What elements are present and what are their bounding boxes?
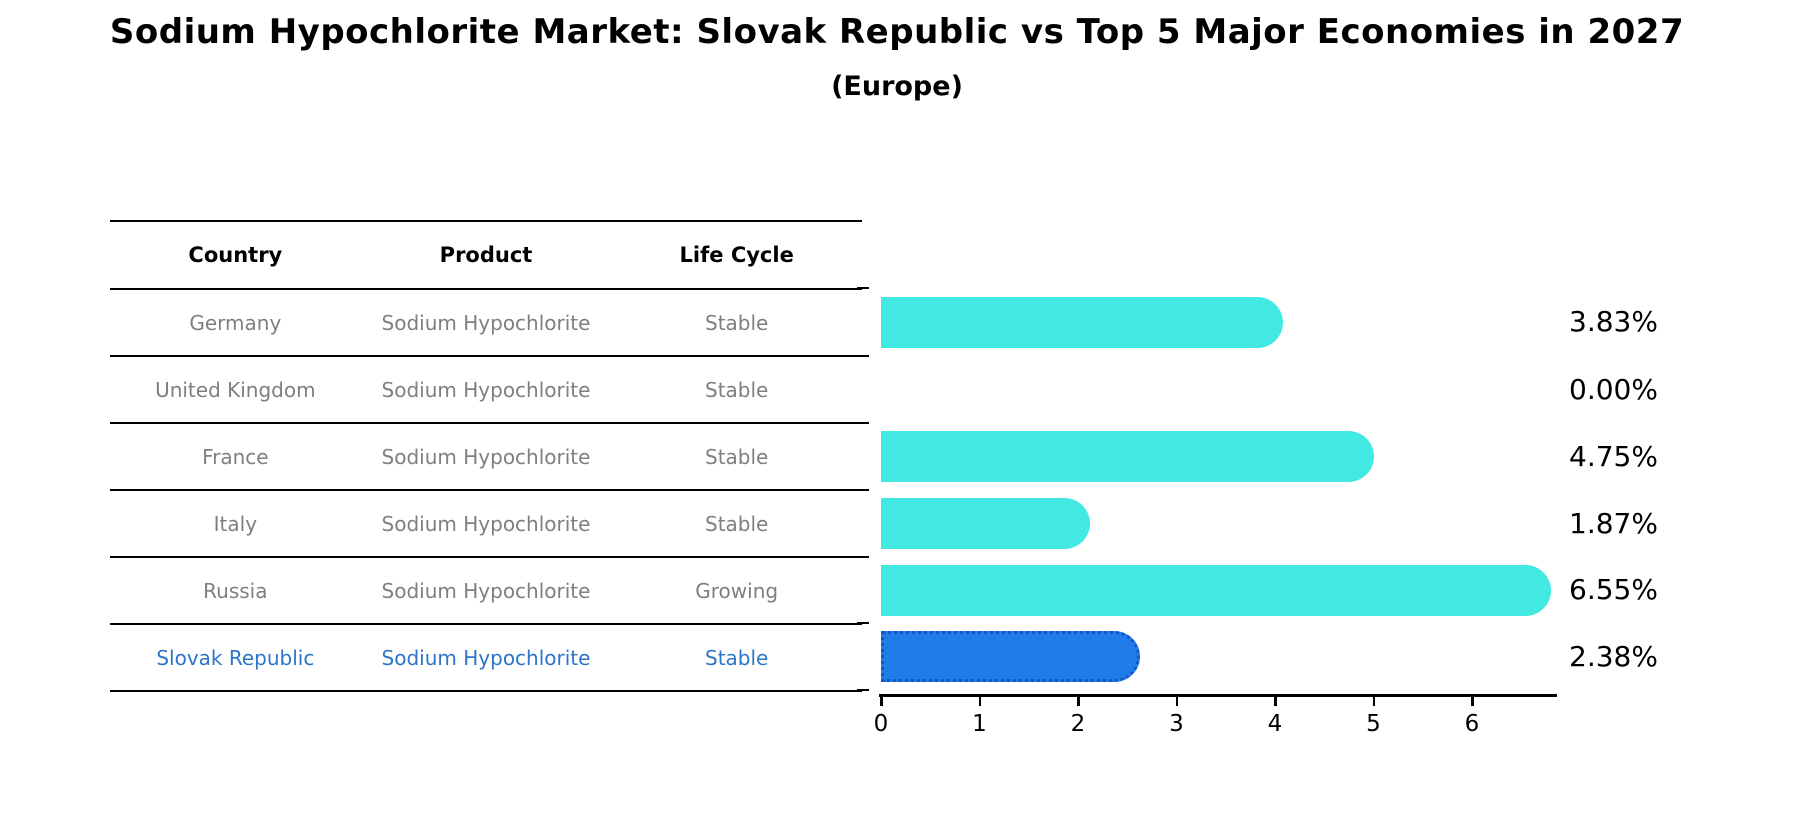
cell-country: Russia — [203, 578, 268, 603]
cell-life-cycle: Stable — [705, 511, 769, 536]
bar-germany — [881, 296, 1284, 348]
y-axis-tick — [857, 287, 869, 289]
y-axis-tick — [857, 556, 869, 558]
bar-value-label: 2.38% — [1569, 639, 1658, 673]
x-axis-tick — [1471, 697, 1474, 706]
table-row: United Kingdom Sodium Hypochlorite Stable — [110, 357, 862, 424]
header-cell-product: Product — [439, 243, 533, 267]
x-axis-tick — [1175, 697, 1178, 706]
cell-product: Sodium Hypochlorite — [381, 377, 591, 402]
table-row: Slovak Republic Sodium Hypochlorite Stable — [110, 625, 862, 690]
data-table: Country Product Life Cycle Germany Sodium… — [110, 220, 862, 692]
x-axis-tick-label: 2 — [1070, 711, 1086, 737]
cell-product: Sodium Hypochlorite — [381, 578, 591, 603]
cell-life-cycle: Growing — [695, 578, 779, 603]
cell-product: Sodium Hypochlorite — [381, 444, 591, 469]
y-axis-tick — [857, 355, 869, 357]
header-cell-life-cycle: Life Cycle — [679, 243, 794, 267]
bar-value-label: 1.87% — [1569, 506, 1658, 540]
bar-italy — [881, 498, 1091, 549]
x-axis-tick-label: 6 — [1464, 711, 1480, 737]
bar-value-label: 3.83% — [1569, 305, 1658, 338]
cell-country: Italy — [213, 511, 258, 536]
header-cell-country: Country — [188, 243, 283, 267]
table-row: Italy Sodium Hypochlorite Stable — [110, 491, 862, 558]
x-axis-tick — [1077, 697, 1080, 706]
y-axis-tick — [857, 489, 869, 491]
cell-life-cycle: Stable — [705, 310, 769, 335]
x-axis-tick-label: 0 — [873, 711, 889, 737]
bar-france — [881, 431, 1374, 482]
cell-country: France — [202, 444, 269, 469]
y-axis-tick — [857, 622, 869, 624]
x-axis-tick-label: 4 — [1267, 711, 1283, 737]
table-row: Russia Sodium Hypochlorite Growing — [110, 558, 862, 625]
x-axis-tick-label: 1 — [972, 711, 987, 737]
x-axis-tick — [1372, 697, 1375, 706]
cell-life-cycle: Stable — [705, 444, 769, 469]
cell-life-cycle: Stable — [705, 645, 769, 670]
bar-slovak-republic — [881, 631, 1141, 682]
x-axis-tick — [1274, 697, 1277, 706]
cell-country: United Kingdom — [155, 377, 316, 402]
bar-value-label: 4.75% — [1569, 439, 1658, 473]
table-header-row: Country Product Life Cycle — [110, 222, 862, 290]
cell-country: Germany — [189, 310, 282, 335]
x-axis-line — [879, 694, 1557, 697]
table-row: Germany Sodium Hypochlorite Stable — [110, 290, 862, 357]
cell-product: Sodium Hypochlorite — [381, 645, 591, 670]
x-axis-tick-label: 5 — [1366, 711, 1381, 737]
y-axis-tick — [857, 422, 869, 424]
cell-life-cycle: Stable — [705, 377, 769, 402]
cell-product: Sodium Hypochlorite — [381, 310, 591, 335]
page-title: Sodium Hypochlorite Market: Slovak Repub… — [109, 12, 1685, 52]
x-axis-tick-label: 3 — [1169, 711, 1184, 737]
x-axis-tick — [978, 697, 981, 706]
bar-value-label: 6.55% — [1569, 573, 1658, 606]
x-axis-tick — [880, 697, 883, 706]
page-subtitle: (Europe) — [831, 71, 963, 102]
bar-value-label: 0.00% — [1569, 372, 1658, 406]
table-row: France Sodium Hypochlorite Stable — [110, 424, 862, 491]
cell-country: Slovak Republic — [156, 645, 315, 670]
cell-product: Sodium Hypochlorite — [381, 511, 591, 536]
y-axis-tick — [857, 689, 869, 691]
bar-russia — [881, 564, 1552, 616]
